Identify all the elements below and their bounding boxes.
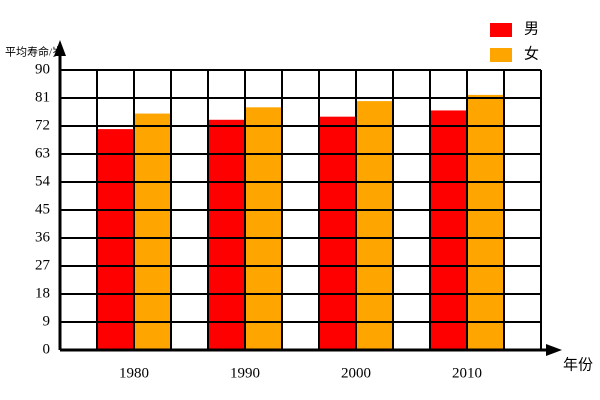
legend-label: 男: [524, 21, 539, 37]
x-tick-label: 1990: [230, 365, 260, 381]
legend-label: 女: [524, 44, 539, 62]
x-tick-label: 1980: [119, 365, 149, 381]
y-tick-label: 81: [35, 89, 50, 105]
bar: [97, 129, 134, 350]
y-tick-label: 0: [43, 341, 51, 357]
y-tick-label: 72: [35, 117, 50, 133]
y-tick-label: 90: [35, 61, 50, 77]
x-axis-label: 年份: [563, 356, 593, 373]
y-tick-label: 63: [35, 145, 50, 161]
bar: [134, 113, 171, 350]
bar: [245, 107, 282, 350]
y-tick-label: 27: [35, 257, 51, 273]
y-axis-label: 平均寿命/岁: [5, 45, 63, 59]
x-axis-arrow: [546, 344, 562, 356]
x-tick-label: 2010: [452, 365, 482, 381]
bar: [430, 110, 467, 350]
x-tick-label: 2000: [341, 365, 371, 381]
y-tick-label: 36: [35, 229, 51, 245]
y-tick-label: 18: [35, 285, 50, 301]
legend-swatch: [490, 48, 512, 62]
y-tick-label: 54: [35, 173, 51, 189]
y-axis-arrow: [54, 40, 66, 56]
y-tick-label: 9: [43, 313, 51, 329]
y-tick-label: 45: [35, 201, 50, 217]
bar: [319, 116, 356, 351]
bar: [208, 119, 245, 351]
bar: [467, 94, 504, 350]
legend-swatch: [490, 23, 512, 37]
bar: [356, 101, 393, 350]
